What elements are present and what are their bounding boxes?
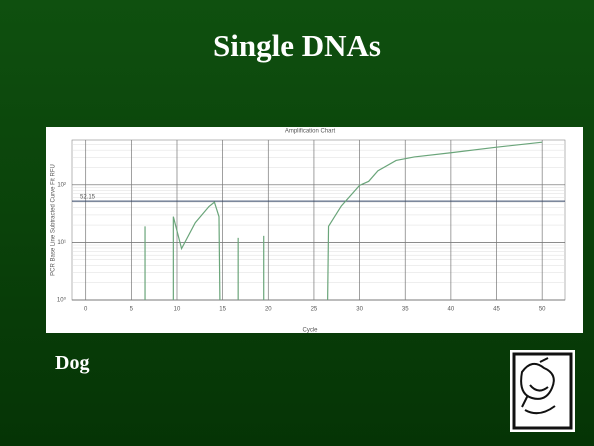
y-tick-label: 10⁰ [57,297,67,304]
x-tick-label: 35 [402,307,409,313]
plot-area [72,140,565,300]
chart-title: Amplification Chart [285,129,336,135]
x-tick-label: 20 [265,307,272,313]
threshold-label: 52.15 [80,195,96,201]
x-tick-label: 45 [493,307,500,313]
x-axis-label: Cycle [302,328,318,334]
slide: Single DNAs Dog Amplification Chart Cycl… [0,0,594,446]
x-tick-label: 25 [311,307,318,313]
chart: Amplification Chart Cycle PCR Base Line … [0,0,594,446]
x-tick-label: 40 [448,307,455,313]
dog-picture [510,350,575,432]
y-axis-label: PCR Base Line Subtracted Curve Fit RFU [51,164,57,276]
x-tick-label: 50 [539,307,546,313]
y-tick-label: 10¹ [57,240,66,246]
x-tick-label: 30 [356,307,363,313]
y-tick-label: 10² [57,182,66,188]
x-tick-label: 10 [174,307,181,313]
x-tick-label: 15 [219,307,226,313]
